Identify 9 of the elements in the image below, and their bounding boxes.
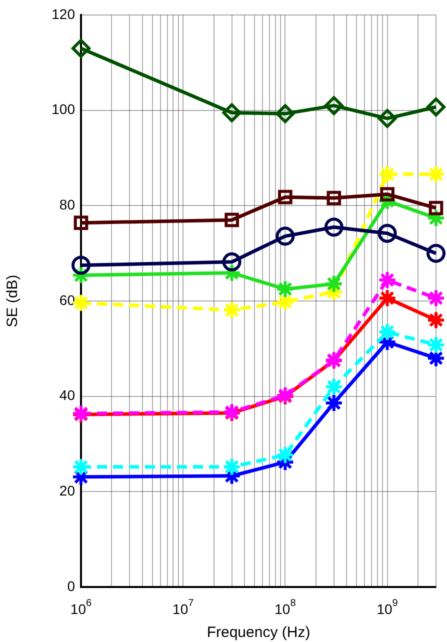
- y-axis-title: SE (dB): [4, 274, 22, 328]
- y-tick-label: 20: [59, 482, 76, 499]
- y-tick-label: 120: [52, 6, 76, 22]
- y-tick-label: 60: [59, 292, 76, 308]
- x-axis-title: Frequency (Hz): [206, 624, 310, 642]
- y-tick-label: 40: [59, 387, 76, 404]
- y-tick-label: 80: [59, 196, 76, 213]
- y-tick-label: 0: [67, 578, 76, 594]
- y-tick-label: 100: [52, 101, 76, 118]
